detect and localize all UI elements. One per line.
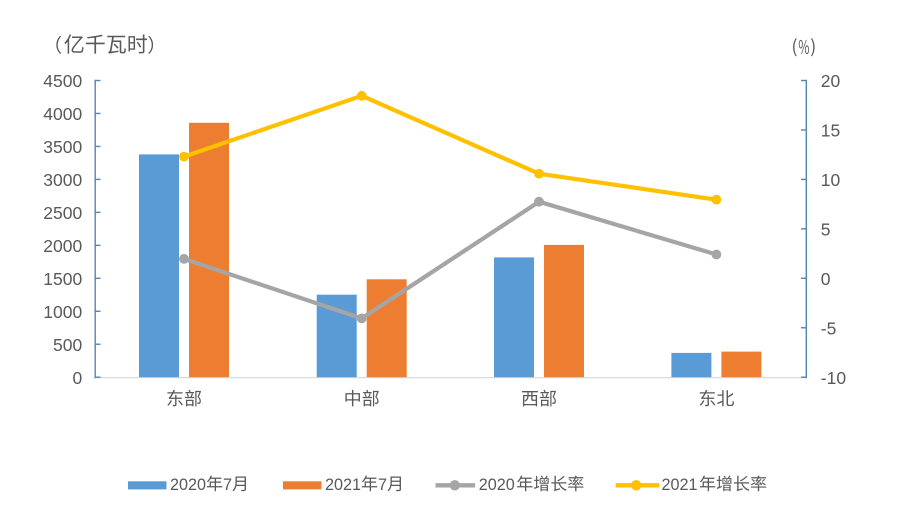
svg-text:500: 500 [53, 335, 82, 355]
svg-text:0: 0 [72, 368, 82, 388]
svg-text:5: 5 [821, 220, 831, 240]
svg-text:20: 20 [821, 71, 841, 91]
svg-text:4000: 4000 [43, 104, 82, 124]
svg-text:3500: 3500 [43, 137, 82, 157]
svg-text:15: 15 [821, 121, 840, 141]
svg-text:-5: -5 [821, 318, 837, 338]
svg-text:2500: 2500 [43, 203, 82, 223]
svg-text:3000: 3000 [43, 170, 82, 190]
svg-text:10: 10 [821, 170, 841, 190]
svg-text:2020: 2020 [479, 476, 515, 494]
svg-text:4500: 4500 [43, 71, 82, 91]
svg-text:-10: -10 [821, 368, 847, 388]
svg-text:2021: 2021 [662, 476, 698, 494]
svg-text:2000: 2000 [43, 236, 82, 256]
svg-text:2020: 2020 [170, 476, 206, 494]
svg-text:7: 7 [223, 476, 232, 494]
svg-text:0: 0 [821, 269, 831, 289]
svg-text:1500: 1500 [43, 269, 82, 289]
svg-text:1000: 1000 [43, 302, 82, 322]
svg-text:2021: 2021 [325, 476, 361, 494]
svg-text:7: 7 [378, 476, 387, 494]
